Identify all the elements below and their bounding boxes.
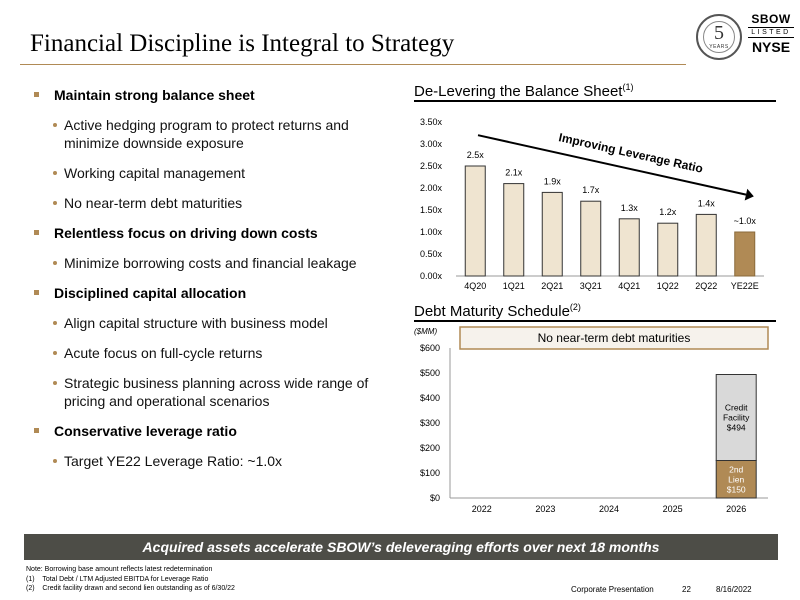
data-label: 1.7x [582,185,600,195]
x-tick-label: 1Q21 [503,281,525,291]
bar [464,165,486,277]
anniversary-badge: 5 YEARS [696,14,742,60]
segment-label: Lien [728,474,744,484]
segment-label: $150 [727,484,746,494]
bullet-heading: Conservative leverage ratio [34,422,394,440]
bullet-list: Maintain strong balance sheet Active hedg… [34,86,394,482]
maturity-heading-text: Debt Maturity Schedule [414,303,570,320]
segment-label: 2nd [729,464,743,474]
y-tick-label: 2.50x [420,161,443,171]
bullet-item: Acute focus on full-cycle returns [34,344,394,362]
bullet-heading: Maintain strong balance sheet [34,86,394,104]
segment-label: Facility [723,413,750,423]
x-tick-label: 4Q21 [618,281,640,291]
data-label: ~1.0x [734,216,757,226]
y-tick-label: 3.50x [420,117,443,127]
footnotes: Note: Borrowing base amount reflects lat… [26,565,235,594]
callout-box [459,326,769,350]
listing-block: SBOW LISTED NYSE [748,12,794,55]
x-tick-label: 2024 [599,504,619,514]
x-tick-label: 3Q21 [580,281,602,291]
data-label: 1.9x [544,176,562,186]
ticker: SBOW [751,12,791,26]
maturity-chart: ($MM) $0 $100 $200 $300 $400 $500 $600 No near-t… [414,326,769,514]
badge-number: 5 [714,22,724,44]
footer-date: 8/16/2022 [716,585,752,594]
y-tick-label: $600 [420,343,440,353]
bullet-heading: Disciplined capital allocation [34,284,394,302]
x-tick-label: YE22E [731,281,759,291]
segment-label: $494 [727,423,746,433]
company-logo: 5 YEARS SBOW LISTED NYSE [696,10,796,64]
leverage-heading-text: De-Levering the Balance Sheet [414,83,623,100]
leverage-heading-rule [414,100,776,102]
footer-label: Corporate Presentation [571,585,654,594]
bar-segment [715,460,757,499]
bullet-item: Target YE22 Leverage Ratio: ~1.0x [34,452,394,470]
bullet-item: Working capital management [34,164,394,182]
bar [734,231,756,277]
x-tick-label: 2025 [663,504,683,514]
y-tick-label: 2.00x [420,183,443,193]
segment-label: Credit [725,403,748,413]
bullet-item: Active hedging program to protect return… [34,116,394,152]
x-tick-label: 2026 [726,504,746,514]
x-tick-label: 4Q20 [464,281,486,291]
y-tick-label: $300 [420,418,440,428]
y-tick-label: $400 [420,393,440,403]
bullet-item: Align capital structure with business mo… [34,314,394,332]
x-tick-label: 2Q21 [541,281,563,291]
exchange: NYSE [751,39,791,55]
x-tick-label: 2Q22 [695,281,717,291]
leverage-chart: 0.00x 0.50x 1.00x 1.50x 2.00x 2.50x 3.00x 3.50x… [420,117,764,291]
listed-label: LISTED [748,27,794,38]
x-tick-label: 2023 [535,504,555,514]
y-tick-label: $0 [430,493,440,503]
maturity-heading-rule [414,320,776,322]
maturity-heading: Debt Maturity Schedule(2) [414,302,581,320]
leverage-heading-footnote: (1) [622,82,634,92]
bar [618,218,640,277]
badge-text: YEARS [709,44,729,50]
y-tick-label: 0.50x [420,249,443,259]
x-tick-label: 1Q22 [657,281,679,291]
y-tick-label: $200 [420,443,440,453]
unit-label: ($MM) [414,327,437,336]
bottom-banner: Acquired assets accelerate SBOW’s deleve… [24,534,778,560]
bar [580,200,602,277]
bullet-heading: Relentless focus on driving down costs [34,224,394,242]
page-title: Financial Discipline is Integral to Stra… [30,30,455,57]
y-tick-label: 1.00x [420,227,443,237]
footnote-line: (1) Total Debt / LTM Adjusted EBITDA for… [26,575,209,583]
y-tick-label: $500 [420,368,440,378]
bar-segment [715,374,757,461]
footnote-line: Note: Borrowing base amount reflects lat… [26,566,213,573]
bullet-item: No near-term debt maturities [34,194,394,212]
maturity-heading-footnote: (2) [569,302,581,312]
footnote-line: (2) Credit facility drawn and second lie… [26,585,235,592]
y-tick-label: 1.50x [420,205,443,215]
x-tick-label: 2022 [472,504,492,514]
leverage-heading: De-Levering the Balance Sheet(1) [414,82,633,100]
data-label: 1.3x [621,203,639,213]
y-tick-label: 3.00x [420,139,443,149]
trend-arrow-head [744,188,754,201]
data-label: 1.4x [698,198,716,208]
bullet-item: Minimize borrowing costs and financial l… [34,254,394,272]
bar [657,222,679,277]
bullet-item: Strategic business planning across wide … [34,374,394,410]
title-rule [20,64,686,65]
trend-arrow-line [477,134,747,196]
bar [503,183,525,277]
page-number: 22 [682,585,691,594]
bar [541,191,563,277]
y-tick-label: $100 [420,468,440,478]
data-label: 1.2x [659,207,677,217]
y-tick-label: 0.00x [420,271,443,281]
data-label: 2.1x [505,168,523,178]
data-label: 2.5x [467,150,485,160]
bar [695,213,717,277]
callout-text: No near-term debt maturities [538,331,691,345]
